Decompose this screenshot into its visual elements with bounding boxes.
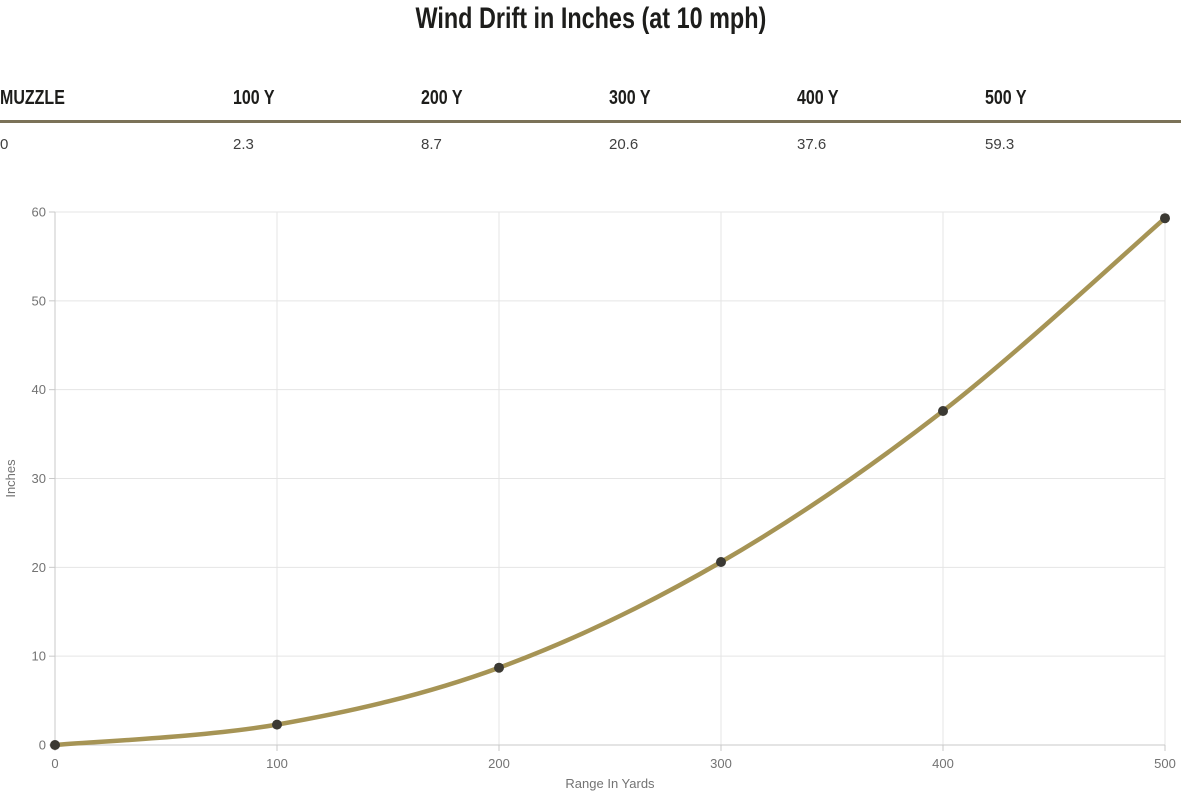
value-100y: 2.3 xyxy=(233,136,254,153)
x-axis-tick-label: 100 xyxy=(266,756,288,771)
x-axis-tick-label: 200 xyxy=(488,756,510,771)
chart-header: Wind Drift in Inches (at 10 mph) xyxy=(0,2,1181,36)
column-header-muzzle: MUZZLE xyxy=(0,87,65,109)
table-header-row: MUZZLE 100 Y 200 Y 300 Y 400 Y 500 Y xyxy=(0,88,1181,123)
column-header-500y: 500 Y xyxy=(985,87,1027,109)
value-muzzle: 0 xyxy=(0,136,9,153)
drift-data-table: MUZZLE 100 Y 200 Y 300 Y 400 Y 500 Y 0 2… xyxy=(0,88,1181,154)
y-axis-tick-label: 30 xyxy=(32,471,46,486)
x-axis-title: Range In Yards xyxy=(565,776,655,791)
value-400y: 37.6 xyxy=(797,136,827,153)
data-point-marker[interactable] xyxy=(494,662,504,673)
x-axis-tick-label: 300 xyxy=(710,756,732,771)
column-header-200y: 200 Y xyxy=(421,87,463,109)
wind-drift-chart: 0 100 200 300 400 500 0 10 20 30 40 50 60 Range In Ya… xyxy=(0,193,1181,793)
data-point-marker[interactable] xyxy=(716,557,726,567)
x-axis-tick-label: 0 xyxy=(51,756,58,771)
x-axis-tick-label: 500 xyxy=(1154,756,1176,771)
data-point-marker[interactable] xyxy=(50,740,60,750)
y-axis-tick-label: 40 xyxy=(32,382,46,397)
table-value-row: 0 2.3 8.7 20.6 37.6 59.3 xyxy=(0,123,1181,154)
data-point-marker[interactable] xyxy=(938,406,948,416)
column-header-100y: 100 Y xyxy=(233,87,275,109)
y-axis-tick-label: 50 xyxy=(32,293,46,308)
column-header-400y: 400 Y xyxy=(797,87,839,109)
y-axis-tick-label: 60 xyxy=(32,205,46,220)
column-header-300y: 300 Y xyxy=(609,87,651,109)
value-500y: 59.3 xyxy=(985,136,1015,153)
wind-drift-line xyxy=(52,215,1168,748)
page-title: Wind Drift in Inches (at 10 mph) xyxy=(415,2,766,35)
data-point-marker[interactable] xyxy=(272,719,282,730)
y-axis-tick-label: 10 xyxy=(32,649,46,664)
y-axis-tick-label: 0 xyxy=(39,738,46,753)
y-axis-title: Inches xyxy=(3,459,18,498)
line-chart-svg: 0 100 200 300 400 500 0 10 20 30 40 50 60 Range In Ya… xyxy=(3,205,1176,792)
x-axis-tick-label: 400 xyxy=(932,756,954,771)
y-axis-tick-label: 20 xyxy=(32,560,46,575)
value-300y: 20.6 xyxy=(609,136,639,153)
data-point-marker[interactable] xyxy=(1160,213,1170,224)
value-200y: 8.7 xyxy=(421,136,442,153)
